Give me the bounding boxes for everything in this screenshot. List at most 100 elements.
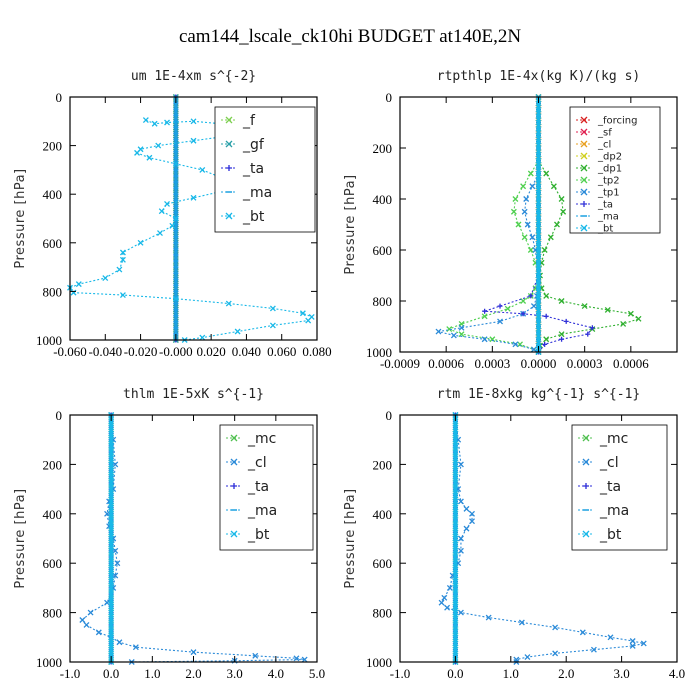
legend-label: _cl — [597, 140, 611, 151]
y-tick-label: 600 — [43, 556, 63, 571]
panel-title: thlm 1E-5xK s^{-1} — [123, 387, 264, 402]
series-point — [80, 618, 85, 623]
x-tick-label: 0.0003 — [567, 356, 603, 371]
series-point — [516, 222, 521, 227]
series-point — [498, 304, 503, 309]
legend-label: _ma — [597, 212, 619, 223]
series-point — [505, 306, 510, 311]
legend-label: _ta — [242, 161, 264, 177]
y-tick-label: 400 — [373, 507, 393, 522]
series-point — [88, 610, 93, 615]
series-point — [143, 118, 148, 123]
legend-label: _tp2 — [597, 176, 620, 187]
series-point — [451, 333, 456, 338]
y-axis-label: Pressure [hPa] — [13, 168, 28, 268]
legend-label: _tp1 — [597, 188, 620, 199]
legend-label: _dp1 — [597, 164, 622, 175]
y-tick-label: 400 — [43, 187, 63, 202]
series-point — [76, 282, 81, 287]
y-tick-label: 800 — [43, 284, 63, 299]
series-point — [482, 309, 487, 314]
y-tick-label: 600 — [43, 236, 63, 251]
y-tick-label: 800 — [373, 606, 393, 621]
series-line — [438, 174, 538, 353]
series-point — [156, 143, 161, 148]
y-axis-label: Pressure [hPa] — [343, 488, 358, 588]
series-point — [544, 337, 549, 342]
series-point — [544, 293, 549, 298]
series-point — [445, 605, 450, 610]
series-point — [71, 290, 76, 295]
x-tick-label: -0.0009 — [380, 356, 420, 371]
x-tick-label: -0.000 — [159, 344, 193, 359]
x-tick-label: 5.0 — [309, 666, 325, 681]
legend-label: _dp2 — [597, 152, 622, 163]
legend-label: _forcing — [597, 116, 638, 127]
series-point — [522, 235, 527, 240]
y-tick-label: 1000 — [366, 655, 392, 670]
series-point — [564, 319, 569, 324]
x-tick-label: 0.040 — [232, 344, 261, 359]
series-point — [521, 299, 526, 304]
x-tick-label: 1.0 — [144, 666, 160, 681]
series-point — [439, 600, 444, 605]
legend-label: _cl — [599, 455, 619, 471]
y-tick-label: 0 — [386, 408, 393, 423]
series-point — [200, 167, 205, 172]
x-tick-label: -1.0 — [390, 666, 411, 681]
x-tick-label: -0.040 — [88, 344, 122, 359]
panel-title: rtm 1E-8xkg kg^{-1} s^{-1} — [437, 387, 641, 402]
y-tick-label: 0 — [386, 90, 393, 105]
series-point — [580, 630, 585, 635]
y-tick-label: 200 — [43, 457, 63, 472]
series-point — [524, 197, 529, 202]
legend-label: _ta — [247, 479, 269, 495]
legend: _forcing_sf_cl_dp2_dp1_tp2_tp1_ta_ma_bt — [570, 107, 660, 235]
figure-title: cam144_lscale_ck10hi BUDGET at140E,2N — [179, 26, 521, 47]
series-point — [103, 276, 108, 281]
legend-box — [215, 107, 315, 232]
x-tick-label: 0.020 — [197, 344, 226, 359]
panel-4: rtm 1E-8xkg kg^{-1} s^{-1} Pressure [hPa]… — [343, 387, 685, 681]
panel-2: rtpthlp 1E-4x(kg K)/(kg s)Pressure [hPa]… — [343, 69, 677, 371]
series-point — [554, 222, 559, 227]
x-tick-label: 4.0 — [268, 666, 284, 681]
legend-label: _ta — [597, 200, 613, 211]
series-point — [482, 314, 487, 319]
series-point — [464, 506, 469, 511]
x-tick-label: 0.0 — [103, 666, 119, 681]
series-point — [157, 231, 162, 236]
series-point — [528, 248, 533, 253]
legend-label: _bt — [599, 527, 622, 543]
series-point — [458, 462, 463, 467]
y-axis-label: Pressure [hPa] — [13, 488, 28, 588]
series-point — [235, 329, 240, 334]
series-point — [521, 184, 526, 189]
legend-label: _bt — [247, 527, 270, 543]
x-tick-label: 4.0 — [669, 666, 685, 681]
series-point — [458, 610, 463, 615]
series-point — [191, 650, 196, 655]
x-tick-label: 2.0 — [558, 666, 574, 681]
series-point — [270, 306, 275, 311]
series-point — [84, 622, 89, 627]
panel-3: thlm 1E-5xK s^{-1} Pressure [hPa] 0 200 400 6… — [13, 387, 325, 681]
legend-label: _ma — [242, 185, 272, 201]
legend: _mc _cl _ta _ma _bt — [572, 425, 667, 550]
series-point — [559, 197, 564, 202]
series-point — [96, 630, 101, 635]
x-tick-label: 0.0 — [447, 666, 463, 681]
x-tick-label: -0.020 — [124, 344, 158, 359]
y-tick-label: 1000 — [36, 655, 62, 670]
y-tick-label: 800 — [373, 294, 393, 309]
legend-label: _ta — [599, 479, 621, 495]
y-tick-label: 0 — [56, 408, 63, 423]
series-point — [306, 318, 311, 323]
x-tick-label: 0.060 — [267, 344, 296, 359]
series-point — [525, 655, 530, 660]
series-point — [636, 316, 641, 321]
series-point — [511, 209, 516, 214]
x-tick-label: 1.0 — [503, 666, 519, 681]
series-point — [553, 651, 558, 656]
series-point — [191, 119, 196, 124]
